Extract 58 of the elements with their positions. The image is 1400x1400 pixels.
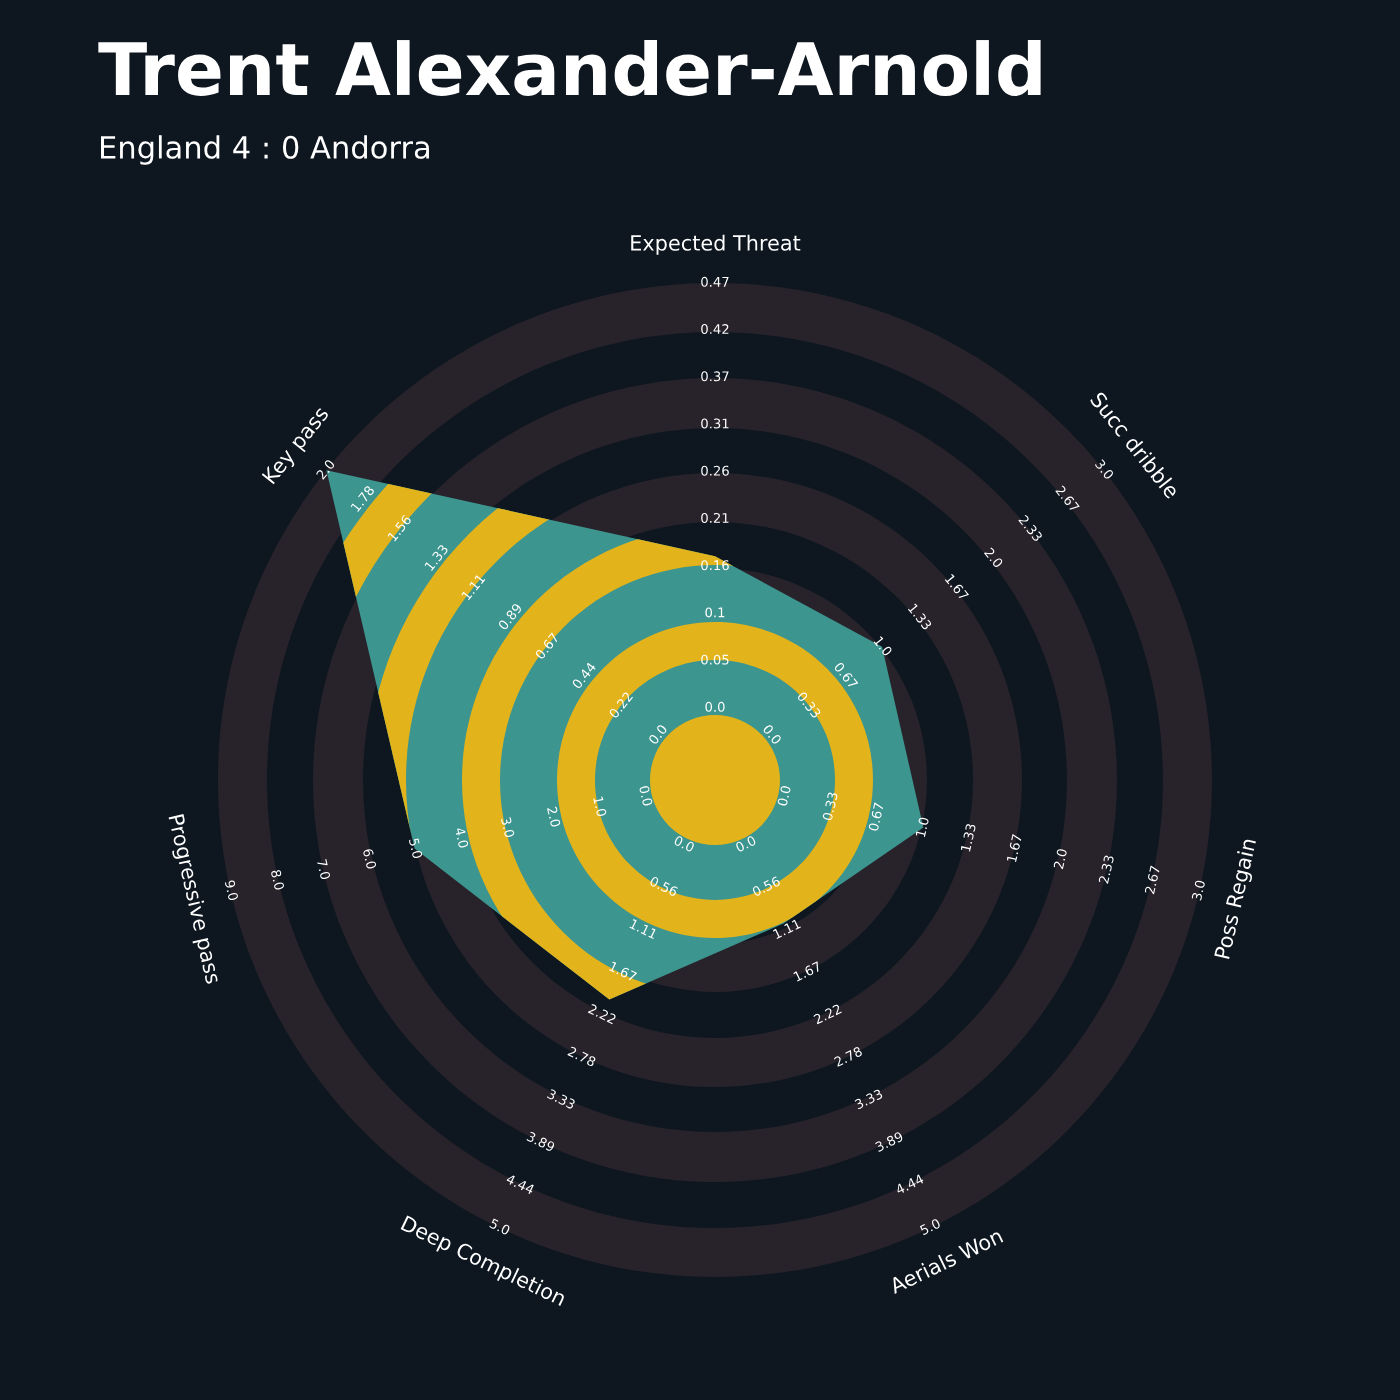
- text: 8.0: [270, 869, 285, 891]
- text: 4.44: [894, 1173, 925, 1195]
- text: 0.0: [647, 723, 668, 746]
- text: 0.67: [868, 802, 885, 832]
- text: 5.0: [919, 1218, 941, 1236]
- text: 5.0: [408, 837, 423, 859]
- text: 1.67: [608, 961, 638, 982]
- text: 1.11: [629, 918, 658, 940]
- text: 3.0: [1094, 458, 1115, 481]
- text: 0.47: [701, 276, 729, 287]
- text: 2.78: [833, 1046, 863, 1067]
- text: 0.0: [777, 785, 792, 807]
- text: 1.67: [793, 961, 822, 982]
- text: 2.22: [813, 1003, 842, 1025]
- text: 2.78: [567, 1046, 597, 1068]
- text: 2.0: [546, 806, 561, 828]
- text: 1.67: [1006, 833, 1023, 863]
- text: 3.0: [500, 816, 515, 838]
- text: 0.21: [701, 512, 729, 523]
- text: 2.0: [983, 547, 1004, 569]
- text: 0.0: [734, 835, 757, 853]
- text: 4.0: [454, 827, 469, 849]
- text: 0.0: [762, 723, 783, 746]
- text: 1.0: [873, 635, 893, 657]
- text: 2.22: [587, 1003, 617, 1025]
- text: 3.89: [526, 1131, 556, 1153]
- text: 1.0: [593, 796, 607, 817]
- text: 3.33: [854, 1088, 884, 1110]
- text: 2.0: [1053, 848, 1068, 870]
- text: 3.33: [546, 1088, 576, 1110]
- text: 0.0: [638, 785, 653, 807]
- text: 0.31: [701, 418, 729, 429]
- text: 0.0: [673, 835, 696, 853]
- text: 3.89: [874, 1131, 904, 1153]
- text: 0.0: [705, 701, 725, 712]
- text: 1.0: [915, 816, 930, 838]
- text: 0.1: [705, 607, 725, 618]
- text: 0.56: [751, 875, 781, 897]
- text: 0.56: [649, 875, 679, 897]
- text: 0.37: [701, 371, 729, 382]
- text: 5.0: [489, 1218, 511, 1236]
- text: 3.0: [1191, 879, 1206, 901]
- text: 9.0: [224, 879, 239, 901]
- spoke-label: Poss Regain: [1213, 838, 1261, 960]
- text: 2.67: [1144, 865, 1161, 895]
- text: 6.0: [362, 848, 377, 870]
- spoke-label: Expected Threat: [631, 234, 801, 255]
- text: 4.44: [505, 1173, 536, 1195]
- chart-subtitle: England 4 : 0 Andorra: [101, 135, 429, 165]
- text: 7.0: [316, 859, 331, 880]
- text: 1.11: [772, 918, 801, 939]
- text: 0.26: [701, 465, 729, 476]
- text: 0.42: [701, 324, 729, 335]
- text: 1.33: [960, 823, 977, 852]
- chart-title: Trent Alexander-Arnold: [98, 40, 1041, 96]
- text: 2.33: [1098, 854, 1115, 884]
- text: 2.0: [315, 458, 336, 480]
- text: 0.33: [822, 791, 838, 821]
